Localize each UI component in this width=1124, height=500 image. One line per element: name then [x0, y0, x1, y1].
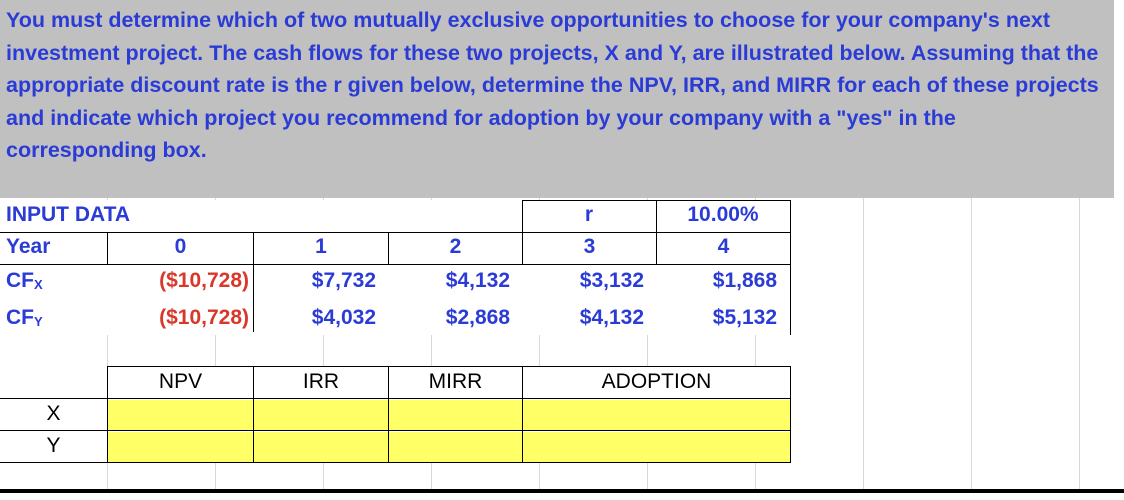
x-mirr-input[interactable]	[389, 399, 522, 430]
input-data-title: INPUT DATA	[6, 203, 131, 226]
mirr-header: MIRR	[428, 370, 483, 393]
row-x-label: X	[46, 402, 61, 425]
cfx-year-0[interactable]: ($10,728)	[159, 269, 249, 292]
y-adoption-input[interactable]	[523, 431, 790, 462]
year-label: Year	[6, 235, 51, 258]
irr-header: IRR	[302, 370, 340, 393]
cfx-label: CFX	[6, 269, 43, 292]
cfx-year-4[interactable]: $1,868	[712, 269, 777, 292]
x-irr-input[interactable]	[254, 399, 388, 430]
cfy-label: CFY	[6, 306, 43, 329]
adoption-header: ADOPTION	[601, 370, 712, 393]
cfy-year-0[interactable]: ($10,728)	[159, 306, 249, 329]
year-4: 4	[717, 235, 730, 258]
instructions-banner	[0, 0, 1114, 198]
x-adoption-input[interactable]	[523, 399, 790, 430]
year-0: 0	[174, 235, 187, 258]
year-1: 1	[315, 235, 327, 258]
x-npv-input[interactable]	[108, 399, 253, 430]
npv-header: NPV	[158, 370, 203, 393]
y-results-row-fill	[107, 432, 790, 462]
bottom-border	[0, 489, 1124, 493]
instructions-text: You must determine which of two mutually…	[6, 8, 1099, 162]
row-y-label: Y	[46, 434, 61, 457]
y-irr-input[interactable]	[254, 431, 388, 462]
year-2: 2	[449, 235, 462, 258]
x-results-row-fill	[107, 400, 790, 430]
rate-label: r	[584, 203, 594, 226]
rate-value[interactable]: 10.00%	[687, 203, 759, 226]
cfx-year-3[interactable]: $3,132	[579, 269, 644, 292]
cfy-year-2[interactable]: $2,868	[445, 306, 510, 329]
year-3: 3	[583, 235, 596, 258]
cfy-year-3[interactable]: $4,132	[579, 306, 644, 329]
y-npv-input[interactable]	[108, 431, 253, 462]
cfy-year-4[interactable]: $5,132	[712, 306, 777, 329]
y-mirr-input[interactable]	[389, 431, 522, 462]
cfx-year-2[interactable]: $4,132	[445, 269, 510, 292]
cfx-year-1[interactable]: $7,732	[311, 269, 376, 292]
cfy-year-1[interactable]: $4,032	[311, 306, 376, 329]
